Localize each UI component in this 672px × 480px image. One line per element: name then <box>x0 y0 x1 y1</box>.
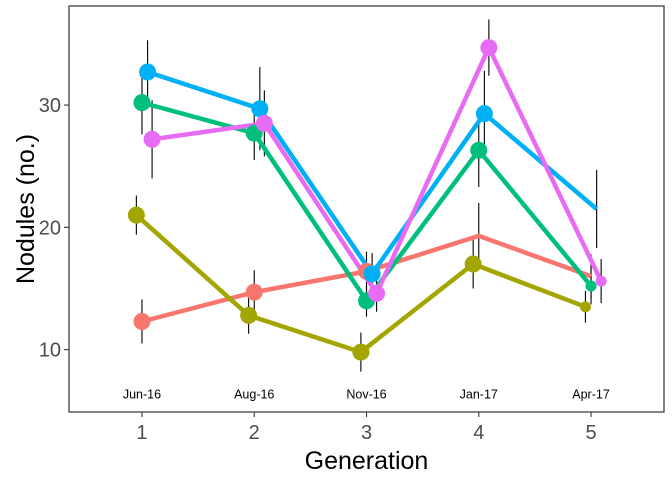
date-annotation: Nov-16 <box>346 388 386 402</box>
date-annotation: Aug-16 <box>234 388 274 402</box>
data-point <box>352 343 370 361</box>
data-point <box>245 283 263 301</box>
y-axis-title: Nodules (no.) <box>12 134 40 284</box>
date-annotation: Jun-16 <box>123 388 161 402</box>
date-annotation: Apr-17 <box>572 388 610 402</box>
y-axis: 10 20 30 <box>39 95 69 362</box>
data-point <box>480 39 498 57</box>
x-tick-label: 4 <box>473 422 484 444</box>
x-tick-label: 1 <box>136 422 147 444</box>
series-points <box>127 39 607 361</box>
data-point <box>143 130 161 148</box>
data-point <box>470 141 488 159</box>
data-point <box>255 114 273 132</box>
x-tick-label: 2 <box>249 422 260 444</box>
data-point <box>240 306 258 324</box>
data-point <box>251 100 269 118</box>
data-point <box>585 280 597 292</box>
y-tick-label: 10 <box>39 340 61 362</box>
data-point <box>475 105 493 123</box>
data-point <box>127 206 145 224</box>
generation-date-annotations: Jun-16 Aug-16 Nov-16 Jan-17 Apr-17 <box>123 388 610 402</box>
x-axis-title: Generation <box>305 447 429 475</box>
data-point <box>579 301 591 313</box>
x-tick-label: 5 <box>585 422 596 444</box>
y-tick-label: 20 <box>39 217 61 239</box>
date-annotation: Jan-17 <box>460 388 498 402</box>
data-point <box>133 313 151 331</box>
x-axis: 1 2 3 4 5 <box>136 412 597 444</box>
data-point <box>368 284 386 302</box>
data-point <box>133 94 151 112</box>
x-tick-label: 3 <box>361 422 372 444</box>
data-point <box>595 275 607 287</box>
y-tick-label: 30 <box>39 95 61 117</box>
data-point <box>139 63 157 81</box>
data-point <box>464 255 482 273</box>
data-point <box>363 265 381 283</box>
